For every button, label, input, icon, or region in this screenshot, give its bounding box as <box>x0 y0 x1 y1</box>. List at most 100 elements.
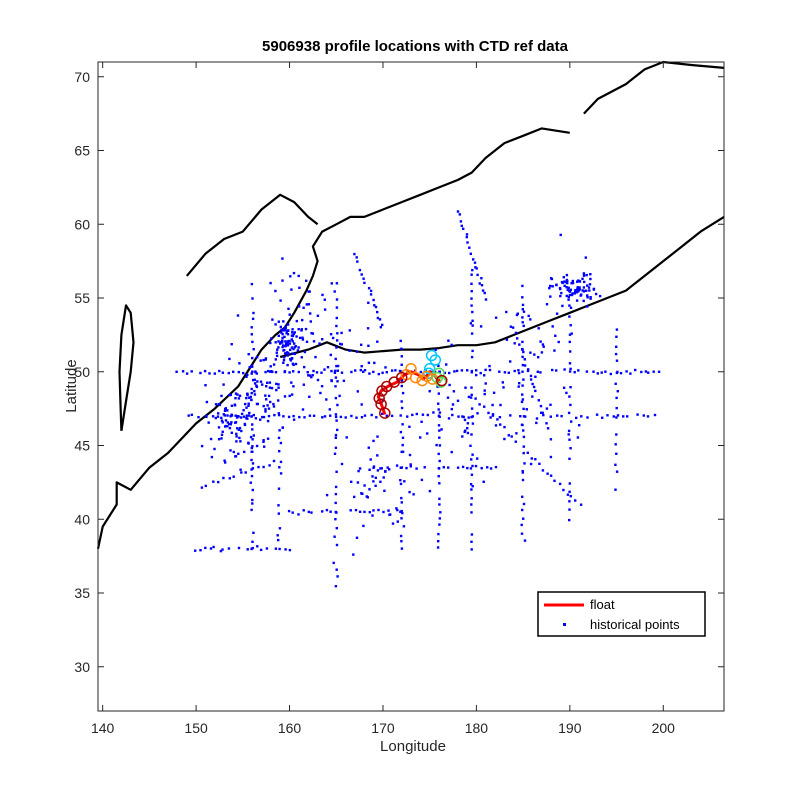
historical-point <box>420 478 424 482</box>
historical-point <box>470 458 473 461</box>
historical-point <box>246 392 249 395</box>
historical-point <box>310 376 313 379</box>
historical-point <box>252 348 255 351</box>
historical-point <box>283 395 287 398</box>
historical-point <box>520 423 524 426</box>
historical-point <box>246 548 249 551</box>
historical-point <box>466 241 469 244</box>
historical-point <box>484 382 487 385</box>
historical-point <box>657 370 661 373</box>
historical-point <box>308 395 311 398</box>
historical-point <box>208 372 211 375</box>
historical-point <box>221 371 224 374</box>
historical-point <box>298 336 302 340</box>
historical-point <box>321 293 324 297</box>
historical-point <box>355 416 358 419</box>
historical-point <box>483 389 486 392</box>
y-tick-label: 50 <box>74 364 90 380</box>
historical-point <box>269 365 272 368</box>
historical-point <box>334 492 338 496</box>
historical-point <box>277 320 280 323</box>
historical-point <box>545 422 548 425</box>
historical-point <box>523 462 526 465</box>
historical-point <box>615 359 619 362</box>
historical-point <box>253 393 257 396</box>
historical-point <box>539 340 542 343</box>
historical-point <box>545 407 549 410</box>
historical-point <box>400 384 403 388</box>
historical-point <box>252 378 255 382</box>
historical-point <box>228 477 231 480</box>
historical-point <box>491 403 494 407</box>
historical-point <box>323 308 327 311</box>
historical-point <box>235 416 239 419</box>
historical-point <box>367 301 370 304</box>
historical-point <box>615 470 619 473</box>
historical-point <box>437 475 440 478</box>
historical-point <box>374 305 378 309</box>
historical-point <box>335 306 339 309</box>
historical-point <box>548 287 551 290</box>
historical-point <box>279 441 283 445</box>
historical-point <box>467 416 470 419</box>
historical-point <box>267 407 271 410</box>
historical-point <box>330 369 333 373</box>
historical-point <box>277 383 280 386</box>
historical-point <box>277 412 280 415</box>
historical-point <box>458 213 461 216</box>
historical-point <box>388 468 391 471</box>
ref-darkred-marker <box>373 392 385 405</box>
historical-point <box>277 487 281 490</box>
historical-point <box>634 368 637 372</box>
historical-point <box>622 415 625 418</box>
historical-point <box>438 482 441 485</box>
historical-point <box>238 394 242 397</box>
historical-point <box>253 378 256 381</box>
historical-point <box>537 327 540 330</box>
historical-point <box>563 284 566 287</box>
historical-point <box>553 349 556 352</box>
historical-point <box>285 332 288 335</box>
historical-point <box>277 334 280 337</box>
historical-point <box>280 328 283 331</box>
historical-point <box>360 416 364 419</box>
historical-point <box>333 535 336 538</box>
historical-point <box>555 312 559 315</box>
historical-point <box>589 277 592 281</box>
historical-point <box>489 467 493 470</box>
historical-point <box>228 422 231 426</box>
historical-point <box>615 345 618 348</box>
historical-point <box>486 466 489 469</box>
historical-point <box>399 414 402 417</box>
historical-point <box>566 493 570 496</box>
historical-point <box>382 476 385 479</box>
historical-point <box>251 356 254 360</box>
historical-point <box>479 325 483 328</box>
historical-point <box>438 411 442 414</box>
historical-point <box>287 509 291 513</box>
historical-point <box>372 480 375 483</box>
historical-point <box>419 370 423 374</box>
historical-point <box>438 415 441 418</box>
historical-point <box>252 413 255 417</box>
historical-point <box>300 328 303 331</box>
historical-point <box>264 394 267 397</box>
historical-point <box>334 485 338 489</box>
historical-point <box>293 346 296 349</box>
historical-point <box>270 386 274 390</box>
historical-point <box>284 325 287 328</box>
coastline-aleutians <box>279 215 725 359</box>
historical-point <box>277 413 281 417</box>
historical-point <box>415 412 418 416</box>
historical-point <box>412 493 415 496</box>
historical-point <box>466 369 469 372</box>
historical-point <box>574 290 577 293</box>
historical-point <box>465 235 468 239</box>
historical-point <box>549 438 553 441</box>
historical-point <box>248 411 251 415</box>
historical-point <box>251 462 255 465</box>
historical-point <box>235 432 238 436</box>
historical-point <box>220 437 223 440</box>
historical-point <box>251 546 254 550</box>
historical-point <box>289 275 292 278</box>
